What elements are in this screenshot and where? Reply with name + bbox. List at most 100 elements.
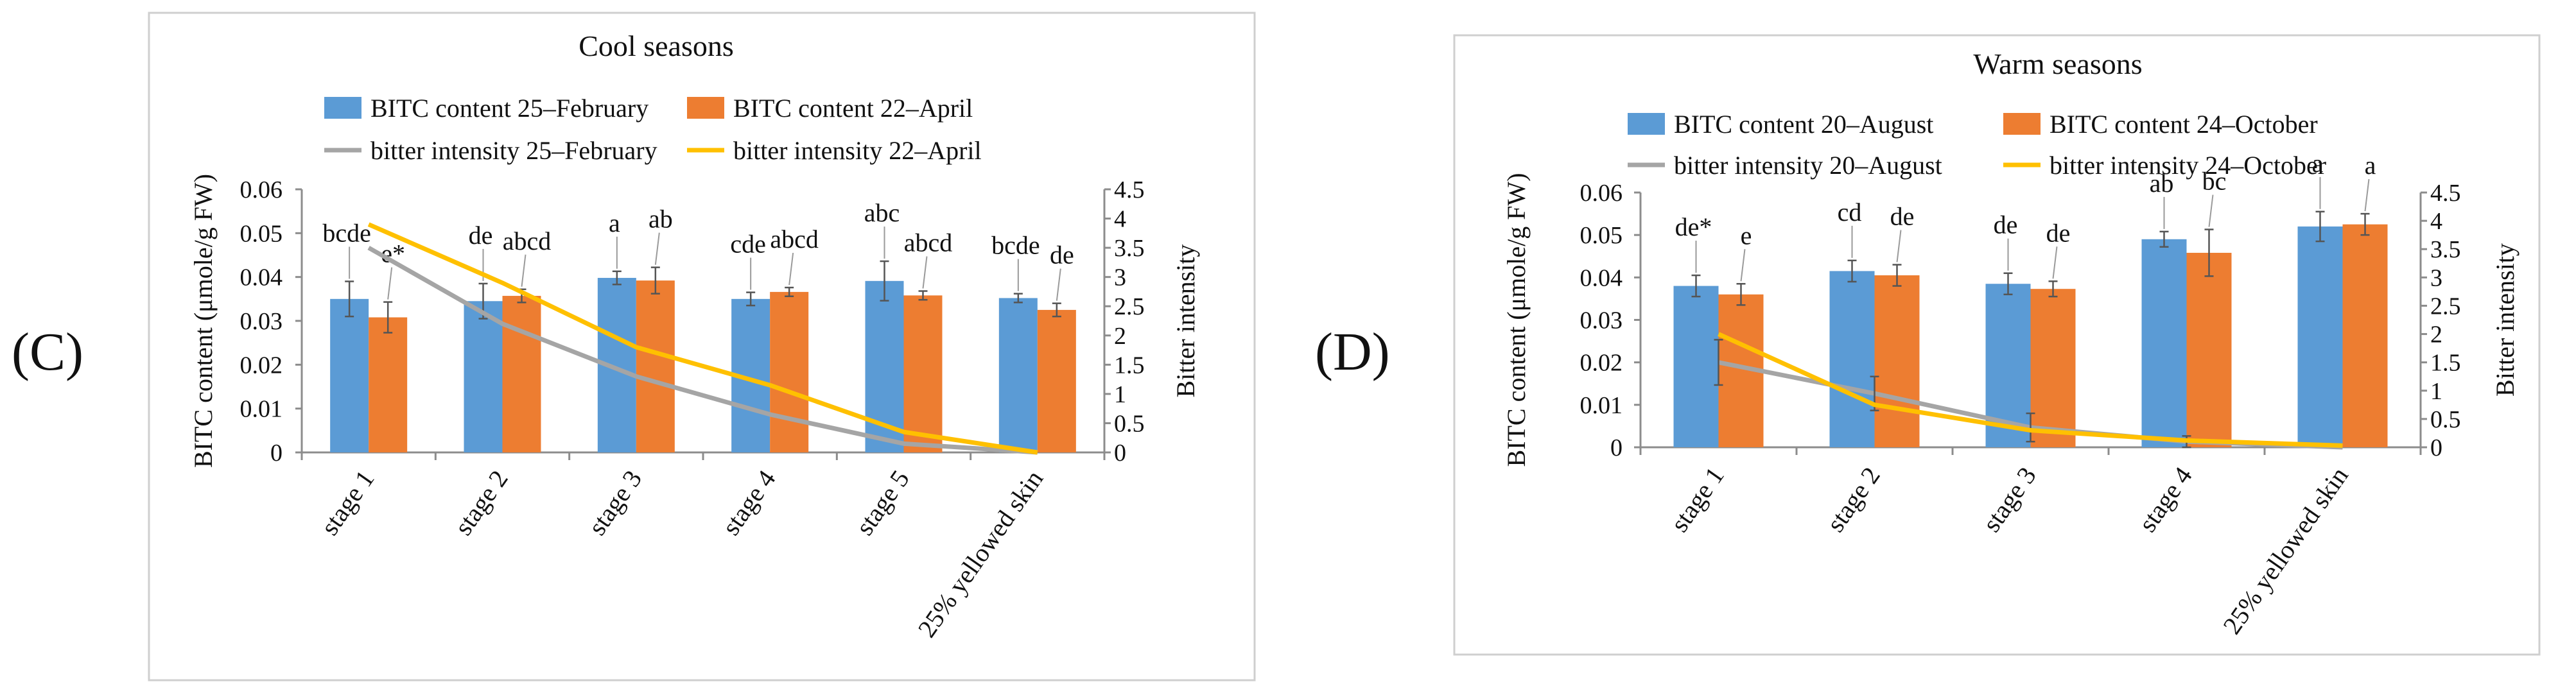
significance-label: ab	[648, 205, 673, 234]
significance-label: a	[609, 209, 620, 237]
y2-tick-label: 4.5	[1114, 176, 1145, 203]
legend-swatch-bar	[2003, 113, 2041, 135]
y2-tick-label: 1.5	[2430, 350, 2461, 377]
label-leader	[1896, 230, 1902, 262]
y-axis-title: BITC content (μmole/g FW)	[189, 174, 218, 468]
bar	[2141, 239, 2187, 447]
legend-label: BITC content 24–October	[2049, 110, 2318, 139]
bar	[2342, 224, 2388, 447]
label-leader	[1740, 249, 1746, 282]
label-leader	[654, 232, 660, 265]
y2-tick-label: 3.5	[1114, 235, 1145, 262]
significance-label: abcd	[904, 228, 953, 257]
y2-tick-label: 2.5	[1114, 293, 1145, 320]
bar	[636, 280, 675, 452]
label-leader	[387, 267, 393, 300]
significance-label: de	[1994, 210, 2018, 239]
significance-label: cd	[1838, 198, 1862, 227]
bar	[330, 298, 369, 452]
chart-title: Cool seasons	[579, 30, 734, 62]
significance-label: de	[1890, 202, 1915, 230]
y2-tick-label: 1	[1114, 381, 1126, 408]
significance-label: a	[2365, 151, 2376, 180]
y2-tick-label: 3	[2430, 264, 2442, 291]
significance-label: bcde	[991, 231, 1040, 260]
y2-tick-label: 1.5	[1114, 352, 1145, 379]
label-leader	[2208, 194, 2214, 227]
label-leader	[2052, 246, 2058, 279]
bar	[1829, 271, 1875, 447]
label-leader	[1056, 268, 1061, 301]
label-leader	[788, 252, 794, 286]
chart-title: Warm seasons	[1973, 47, 2142, 80]
y2-tick-label: 4	[2430, 208, 2442, 235]
y2-axis-title: Bitter intensity	[1171, 244, 1200, 398]
y2-tick-label: 3.5	[2430, 236, 2461, 263]
y2-tick-label: 4.5	[2430, 180, 2461, 207]
bar	[2030, 289, 2076, 447]
significance-label: de	[2046, 218, 2071, 247]
y-tick-label: 0	[270, 440, 283, 467]
y-tick-label: 0.03	[240, 308, 283, 335]
y-tick-label: 0.02	[240, 352, 283, 379]
y2-tick-label: 2	[1114, 323, 1126, 350]
significance-label: abcd	[770, 225, 819, 253]
series-line	[367, 246, 1038, 455]
significance-label: de	[1050, 241, 1074, 270]
significance-label: de	[469, 221, 493, 250]
legend-label: bitter intensity 24–October	[2049, 151, 2326, 180]
bar	[903, 295, 943, 452]
y2-tick-label: 1	[2430, 378, 2442, 405]
legend-swatch-bar	[324, 97, 361, 119]
legend-swatch-bar	[687, 97, 724, 119]
significance-label: abcd	[503, 227, 552, 255]
y2-tick-label: 0.5	[2430, 406, 2461, 433]
y-tick-label: 0.06	[240, 176, 283, 203]
significance-label: bcde	[322, 219, 371, 248]
y-tick-label: 0.04	[240, 264, 283, 291]
y-tick-label: 0.03	[1580, 307, 1623, 334]
significance-label: a	[2312, 149, 2324, 178]
label-leader	[521, 254, 527, 287]
y-axis-title: BITC content (μmole/g FW)	[1502, 173, 1531, 467]
bar	[1874, 275, 1920, 447]
legend-label: BITC content 25–February	[370, 94, 648, 123]
y2-tick-label: 2	[2430, 322, 2442, 348]
y2-tick-label: 0.5	[1114, 410, 1145, 437]
y-tick-label: 0.02	[1580, 350, 1623, 377]
legend-label: bitter intensity 20–August	[1674, 151, 1942, 180]
bar	[770, 291, 809, 452]
legend-label: BITC content 22–April	[733, 94, 973, 123]
series-line	[367, 222, 1038, 455]
y2-tick-label: 3	[1114, 264, 1126, 291]
significance-label: de*	[1675, 212, 1712, 241]
bar	[502, 296, 541, 452]
series-line	[1718, 332, 2343, 448]
legend-swatch-bar	[1628, 113, 1665, 135]
legend-label: bitter intensity 22–April	[733, 136, 982, 165]
legend-label: BITC content 20–August	[1674, 110, 1933, 139]
bar	[464, 301, 503, 452]
significance-label: bc	[2202, 167, 2227, 196]
y-tick-label: 0.01	[240, 396, 283, 423]
y2-tick-label: 0	[2430, 434, 2442, 461]
significance-label: e	[1741, 221, 1752, 250]
y2-tick-label: 2.5	[2430, 293, 2461, 320]
bar	[369, 317, 408, 452]
label-leader	[2364, 178, 2370, 212]
y-tick-label: 0	[1610, 434, 1623, 461]
y-tick-label: 0.01	[1580, 392, 1623, 419]
y-tick-label: 0.05	[240, 220, 283, 247]
y-tick-label: 0.04	[1580, 264, 1623, 291]
y-tick-label: 0.06	[1580, 180, 1623, 207]
y-tick-label: 0.05	[1580, 222, 1623, 249]
bar	[1037, 309, 1076, 452]
y2-tick-label: 4	[1114, 206, 1126, 233]
significance-label: ab	[2150, 169, 2174, 198]
legend-label: bitter intensity 25–February	[370, 136, 657, 165]
label-leader	[922, 256, 928, 289]
y2-axis-title: Bitter intensity	[2491, 243, 2519, 397]
panel-label-d: (D)	[1315, 322, 1390, 382]
bar	[1673, 286, 1719, 447]
significance-label: cde	[730, 230, 766, 259]
